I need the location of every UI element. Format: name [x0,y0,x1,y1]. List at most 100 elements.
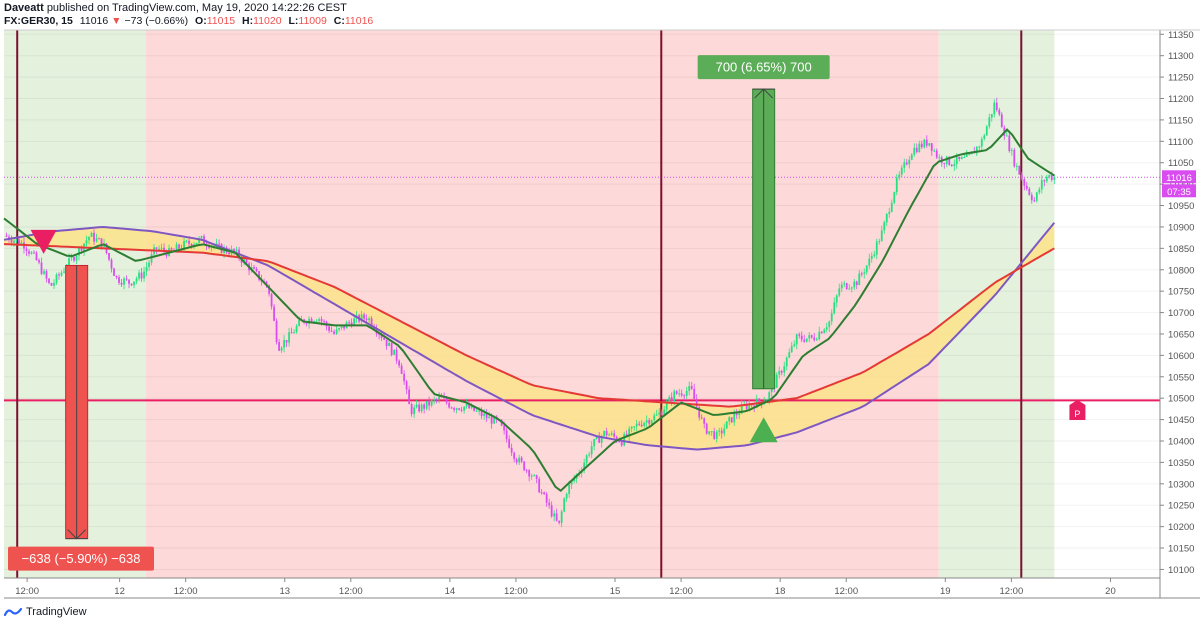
candle-body [1030,194,1033,201]
candle-body [1045,176,1048,182]
candle-body [25,248,28,252]
candle-body [45,271,48,279]
candle-body [918,143,921,153]
candle-body [818,331,821,340]
candle [815,337,818,341]
candle [613,429,616,440]
candle [255,266,258,273]
candle-body [600,436,603,443]
x-tick-label: 13 [279,586,290,597]
candle-body [30,252,33,254]
candle [275,318,278,345]
candle-body [1040,180,1043,190]
candle [253,264,255,270]
candle [953,159,956,171]
author-name[interactable]: Daveatt [4,2,44,14]
y-tick-label: 10350 [1168,458,1194,469]
candle-body [593,439,596,447]
pin-icon[interactable] [1069,400,1086,421]
candle-body [675,391,678,394]
open-label: O: [195,15,207,27]
candle [115,275,118,280]
measure-tools[interactable]: −638 (−5.90%) −638 700 (6.65%) 700 [8,55,830,571]
candle-body [78,247,80,256]
x-tick-label: 12:00 [174,586,198,597]
long-measure[interactable]: 700 (6.65%) 700 [697,55,830,390]
candle [528,469,531,482]
candle [993,99,996,118]
pin-marker[interactable]: P [1069,400,1086,421]
candle-body [595,436,598,440]
candle-body [850,287,853,289]
candle-body [170,247,173,250]
candle-body [158,248,160,250]
candle-body [480,410,483,417]
candle [783,361,786,377]
candle-body [285,340,288,343]
candle-body [150,254,153,263]
candle-body [713,431,716,439]
candle [420,402,423,414]
current-price-label: 11016 [1166,173,1192,184]
tradingview-brand[interactable]: TradingView [26,606,87,618]
candle-body [980,138,983,147]
candle-body [613,433,616,437]
candle [813,333,816,342]
candle-body [835,295,838,303]
candle-body [1008,135,1011,151]
candle-body [875,241,878,255]
candle [435,397,438,404]
candle-body [700,417,703,419]
candle [185,239,188,243]
candle [1008,130,1011,153]
candle [835,294,838,308]
ma-cloud-fill [4,222,1055,450]
symbol-label[interactable]: FX:GER30, 15 [4,15,73,27]
tradingview-logo-icon[interactable] [4,606,22,618]
candle-body [18,239,20,245]
candle-body [695,398,698,407]
candle-body [728,417,731,422]
candle [428,396,431,411]
candle-body [470,405,473,409]
candle-body [420,404,423,412]
x-tick-label: 20 [1105,586,1116,597]
candle-body [525,470,528,472]
candle-body [683,395,686,397]
candle-body [803,339,806,342]
candle-body [68,258,70,268]
candle [1005,131,1008,137]
grid [4,33,1160,570]
day-dividers[interactable] [16,30,1023,578]
candle [798,332,801,339]
candle-body [750,404,753,406]
candle-body [523,461,526,471]
candle-body [935,150,938,158]
short-measure[interactable]: −638 (−5.90%) −638 [8,264,154,571]
candle-body [768,392,771,401]
candle [438,391,441,404]
candle-body [423,404,426,409]
candle-body [585,455,588,463]
candle [520,455,523,464]
candle-body [253,267,255,269]
candle [980,136,983,151]
x-tick-label: 12:00 [669,586,693,597]
candle-body [663,409,666,415]
horizontal-level[interactable] [4,176,1160,402]
candle-body [313,321,315,323]
candle-body [938,157,941,159]
candle-body [790,345,793,353]
candle-body [453,408,456,410]
candle-body [860,273,863,275]
candle [843,280,846,288]
candle-body [660,412,663,415]
candle [555,508,558,522]
candle [390,342,393,357]
candle [908,156,911,169]
x-tick-label: 15 [610,586,621,597]
candle-body [140,272,143,279]
candle [735,409,738,419]
candle-body [425,400,428,409]
